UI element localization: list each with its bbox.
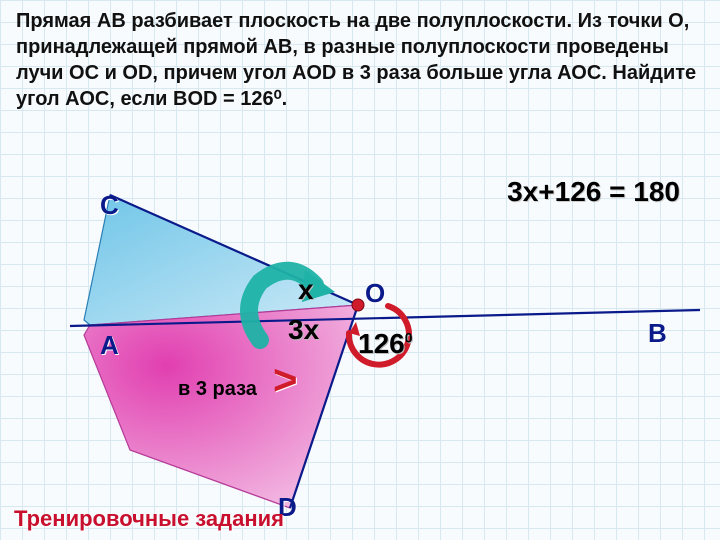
angle-value-deg: 0 bbox=[405, 330, 413, 346]
label-3x: 3х bbox=[288, 314, 319, 346]
equation: 3х+126 = 180 bbox=[507, 176, 680, 208]
angle-value-num: 126 bbox=[358, 328, 405, 359]
label-b: B bbox=[648, 318, 667, 349]
label-x: х bbox=[298, 274, 314, 306]
problem-text: Прямая АВ разбивает плоскость на две пол… bbox=[16, 8, 704, 112]
label-a: A bbox=[100, 330, 119, 361]
angle-126: 1260 bbox=[358, 328, 413, 360]
chevron-icon: > bbox=[273, 356, 298, 404]
label-o: O bbox=[365, 278, 385, 309]
label-c: C bbox=[100, 190, 119, 221]
ratio-text: в 3 раза bbox=[178, 378, 257, 401]
footer-title: Тренировочные задания bbox=[14, 506, 284, 532]
